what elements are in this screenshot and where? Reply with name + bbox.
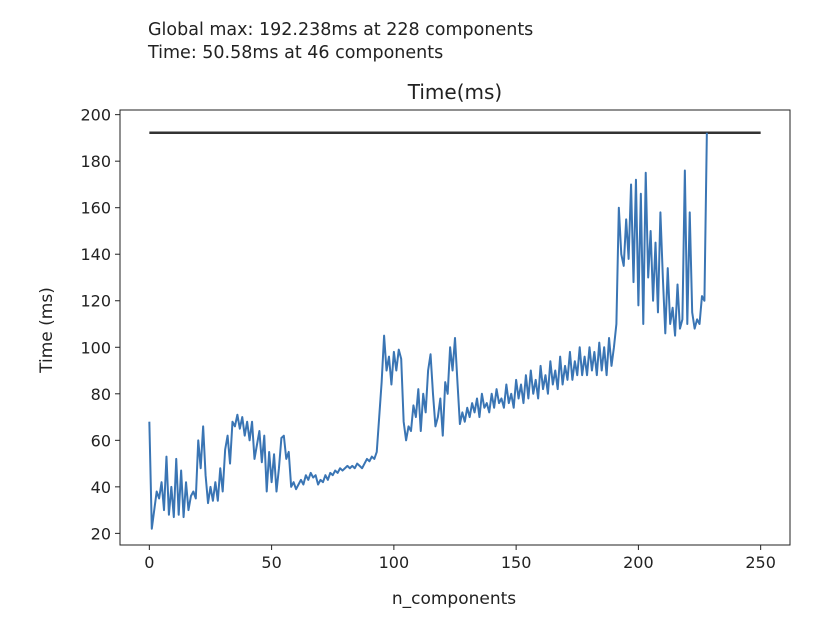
time-annotation: Time: 50.58ms at 46 components [148,43,444,63]
x-tick-label: 150 [501,553,532,572]
x-tick-label: 100 [379,553,410,572]
y-tick-label: 40 [91,478,111,497]
y-axis-label: Time (ms) [37,287,57,374]
y-tick-label: 60 [91,431,111,450]
axis-ticks: 0 50 100 150 200 250 20 40 60 80 100 120 140 160 180 20… [80,106,775,572]
time-series-line [148,132,708,530]
chart-title: Time(ms) [407,80,502,104]
y-tick-label: 120 [80,292,111,311]
y-tick-label: 200 [80,106,111,125]
y-tick-label: 140 [80,245,111,264]
global-max-annotation: Global max: 192.238ms at 228 components [148,20,534,40]
x-axis-label: n_components [392,589,516,609]
y-tick-label: 20 [91,524,111,543]
y-tick-label: 100 [80,338,111,357]
x-tick-label: 0 [144,553,154,572]
plot-marks [148,131,761,530]
x-tick-label: 50 [261,553,281,572]
y-tick-label: 80 [91,385,111,404]
y-tick-label: 160 [80,199,111,218]
plot-frame [119,109,791,546]
x-tick-label: 200 [623,553,654,572]
y-tick-label: 180 [80,152,111,171]
x-tick-label: 250 [745,553,776,572]
